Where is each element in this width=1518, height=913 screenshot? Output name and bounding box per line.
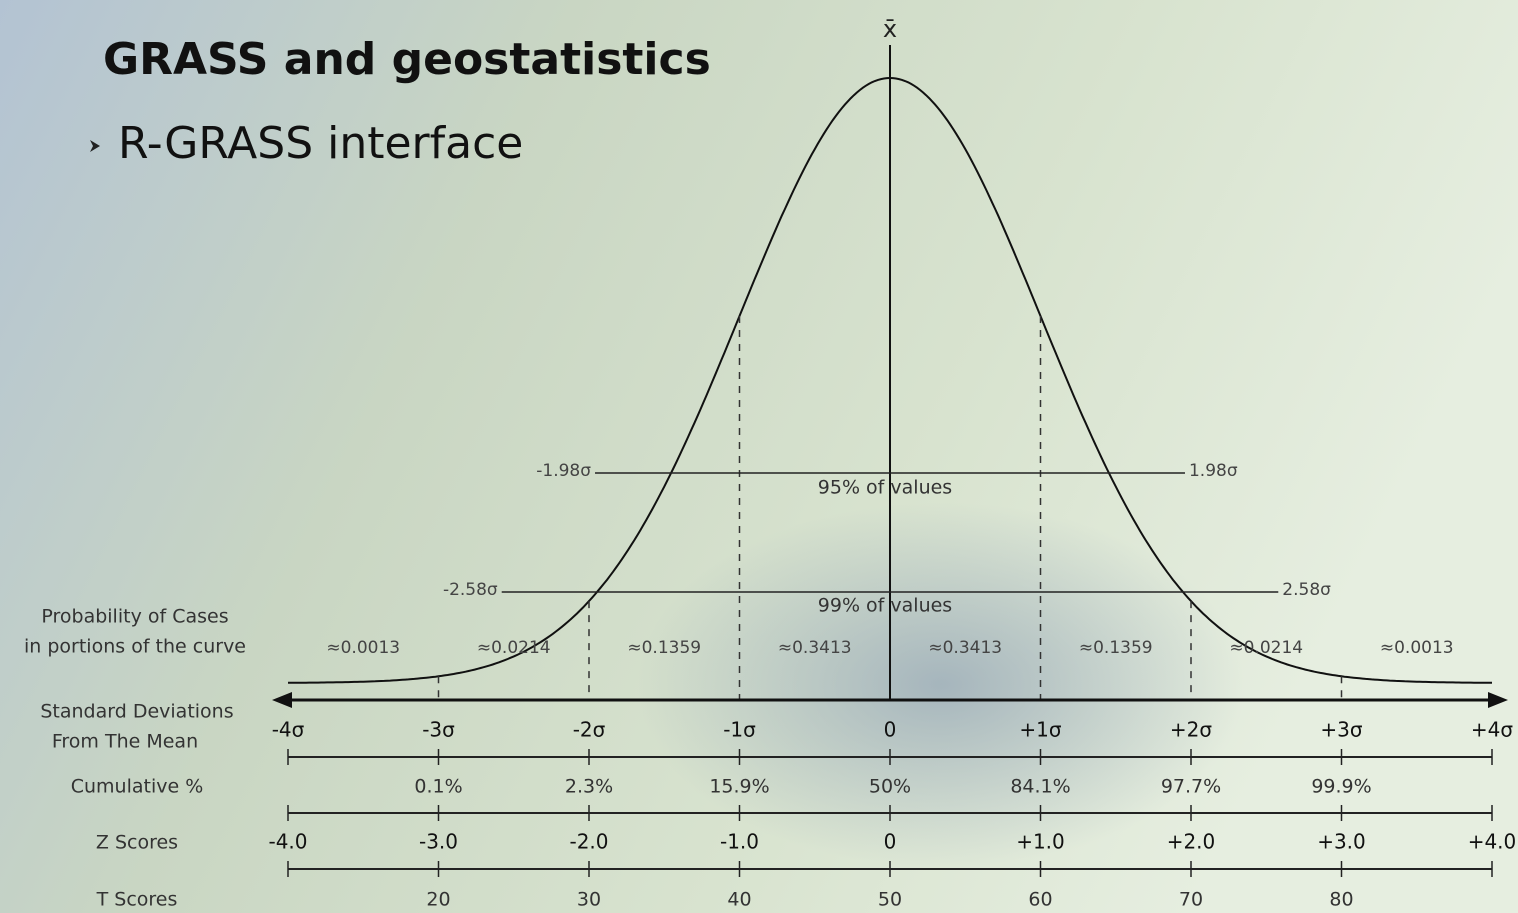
- t-value: 80: [1329, 889, 1353, 911]
- range-label: 95% of values: [818, 477, 952, 499]
- t-value: 60: [1028, 889, 1052, 911]
- row-label: in portions of the curve: [24, 636, 246, 658]
- z-value: +2.0: [1167, 830, 1216, 854]
- range-left: -1.98σ: [536, 461, 591, 481]
- mean-symbol: x̄: [883, 15, 897, 43]
- probability-value: ≈0.0013: [1380, 638, 1454, 658]
- probability-value: ≈0.1359: [627, 638, 701, 658]
- std-value: -2σ: [573, 718, 606, 742]
- cumulative-value: 2.3%: [565, 776, 613, 798]
- title: GRASS and geostatistics: [103, 34, 711, 85]
- std-value: +2σ: [1170, 718, 1212, 742]
- range-right: 1.98σ: [1189, 461, 1238, 481]
- t-value: 40: [727, 889, 751, 911]
- row-label: From The Mean: [52, 731, 198, 753]
- cumulative-value: 99.9%: [1311, 776, 1371, 798]
- probability-value: ≈0.0013: [326, 638, 400, 658]
- t-value: 20: [426, 889, 450, 911]
- std-value: -1σ: [723, 718, 756, 742]
- row-label: Probability of Cases: [41, 606, 228, 628]
- z-value: 0: [884, 830, 897, 854]
- t-value: 70: [1179, 889, 1203, 911]
- z-value: +3.0: [1317, 830, 1366, 854]
- row-label: Z Scores: [96, 832, 178, 854]
- std-value: +3σ: [1320, 718, 1362, 742]
- cumulative-value: 0.1%: [414, 776, 462, 798]
- row-label: Cumulative %: [71, 776, 204, 798]
- z-value: -2.0: [569, 830, 608, 854]
- z-value: -3.0: [419, 830, 458, 854]
- range-right: 2.58σ: [1282, 580, 1331, 600]
- probability-value: ≈0.1359: [1079, 638, 1153, 658]
- slide: GRASS and geostatistics R-GRASS interfac…: [0, 0, 1518, 913]
- range-label: 99% of values: [818, 595, 952, 617]
- probability-value: ≈0.0214: [477, 638, 551, 658]
- z-value: -1.0: [720, 830, 759, 854]
- bullet-text: R-GRASS interface: [118, 118, 523, 169]
- std-value: +1σ: [1019, 718, 1061, 742]
- probability-value: ≈0.0214: [1229, 638, 1303, 658]
- t-value: 50: [878, 889, 902, 911]
- std-value: -4σ: [272, 718, 305, 742]
- std-value: +4σ: [1471, 718, 1513, 742]
- cumulative-value: 84.1%: [1010, 776, 1070, 798]
- row-label: T Scores: [96, 889, 178, 911]
- cumulative-value: 97.7%: [1161, 776, 1221, 798]
- range-left: -2.58σ: [443, 580, 498, 600]
- probability-value: ≈0.3413: [778, 638, 852, 658]
- t-value: 30: [577, 889, 601, 911]
- std-value: -3σ: [422, 718, 455, 742]
- probability-value: ≈0.3413: [928, 638, 1002, 658]
- cumulative-value: 15.9%: [709, 776, 769, 798]
- z-value: +4.0: [1468, 830, 1517, 854]
- cumulative-value: 50%: [869, 776, 911, 798]
- std-value: 0: [884, 718, 897, 742]
- row-label: Standard Deviations: [40, 701, 233, 723]
- z-value: +1.0: [1016, 830, 1065, 854]
- z-value: -4.0: [268, 830, 307, 854]
